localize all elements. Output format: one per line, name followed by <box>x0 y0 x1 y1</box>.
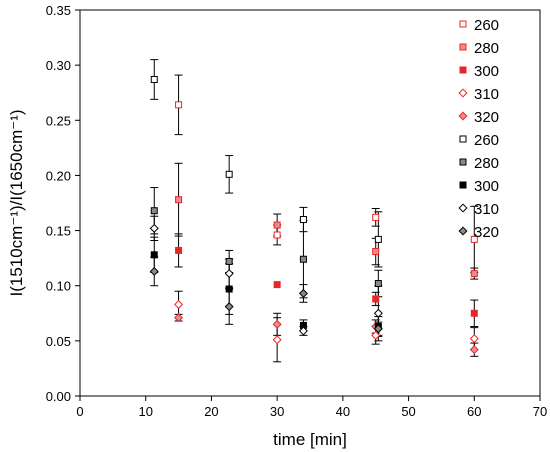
x-tick-label: 70 <box>533 404 547 419</box>
data-point <box>372 248 380 256</box>
y-tick-label: 0.05 <box>46 334 71 349</box>
legend-marker <box>459 20 467 28</box>
data-point <box>175 246 183 254</box>
data-point <box>373 324 383 334</box>
data-point <box>373 308 383 318</box>
x-tick-label: 60 <box>467 404 481 419</box>
x-axis: 0 10 20 30 40 50 60 70 <box>76 396 547 419</box>
data-point <box>150 207 158 215</box>
legend-label: 300 <box>474 178 499 195</box>
data-point <box>299 255 307 263</box>
data-point <box>273 221 281 229</box>
y-axis: 0.00 0.05 0.10 0.15 0.20 0.25 0.30 0.35 <box>46 3 80 404</box>
data-point <box>150 251 158 259</box>
x-tick-label: 40 <box>336 404 350 419</box>
data-point <box>470 309 478 317</box>
data-point <box>273 281 281 289</box>
legend: 260 280 300 310 320 260 280 300 310 320 <box>458 17 499 241</box>
data-point <box>175 101 183 109</box>
data-point <box>225 257 233 265</box>
x-axis-label: time [min] <box>273 430 347 449</box>
data-point <box>174 313 184 323</box>
legend-label: 280 <box>474 40 499 57</box>
y-tick-label: 0.20 <box>46 168 71 183</box>
data-point <box>272 335 282 345</box>
data-point <box>149 266 159 276</box>
y-tick-label: 0.00 <box>46 389 71 404</box>
x-tick-label: 0 <box>76 404 83 419</box>
y-axis-label: I(1510cm⁻¹)/I(1650cm⁻¹) <box>7 109 26 296</box>
data-point <box>299 216 307 224</box>
legend-label: 310 <box>474 86 499 103</box>
legend-marker <box>459 135 467 143</box>
legend-label: 300 <box>474 63 499 80</box>
data-point <box>470 235 478 243</box>
data-markers <box>149 75 479 355</box>
data-point <box>298 326 308 336</box>
error-bars <box>150 59 479 363</box>
data-point <box>224 269 234 279</box>
data-point <box>225 285 233 293</box>
legend-label: 260 <box>474 17 499 34</box>
data-point <box>372 213 380 221</box>
data-point <box>469 334 479 344</box>
data-point <box>371 330 381 340</box>
data-point <box>175 196 183 204</box>
x-tick-label: 30 <box>270 404 284 419</box>
data-point <box>273 231 281 239</box>
x-tick-label: 10 <box>138 404 152 419</box>
data-point <box>469 345 479 355</box>
data-point <box>150 75 158 83</box>
data-point <box>174 299 184 309</box>
y-tick-label: 0.35 <box>46 3 71 18</box>
plot-frame <box>79 9 541 397</box>
data-point <box>224 302 234 312</box>
legend-marker <box>459 43 467 51</box>
data-point <box>374 235 382 243</box>
x-tick-label: 50 <box>401 404 415 419</box>
legend-marker <box>459 158 467 166</box>
legend-label: 260 <box>474 132 499 149</box>
legend-label: 320 <box>474 109 499 126</box>
data-point <box>272 319 282 329</box>
legend-marker <box>459 181 467 189</box>
data-point <box>225 170 233 178</box>
data-point <box>372 295 380 303</box>
data-point <box>374 280 382 288</box>
y-tick-label: 0.25 <box>46 113 71 128</box>
y-tick-label: 0.15 <box>46 224 71 239</box>
legend-marker <box>458 203 468 213</box>
data-point <box>470 270 478 278</box>
legend-label: 320 <box>474 224 499 241</box>
y-tick-label: 0.10 <box>46 279 71 294</box>
legend-marker <box>458 111 468 121</box>
data-point <box>298 288 308 298</box>
x-tick-label: 20 <box>204 404 218 419</box>
y-tick-label: 0.30 <box>46 58 71 73</box>
legend-marker <box>458 88 468 98</box>
data-point <box>149 223 159 233</box>
legend-label: 310 <box>474 201 499 218</box>
legend-label: 280 <box>474 155 499 172</box>
legend-marker <box>459 66 467 74</box>
legend-marker <box>458 226 468 236</box>
